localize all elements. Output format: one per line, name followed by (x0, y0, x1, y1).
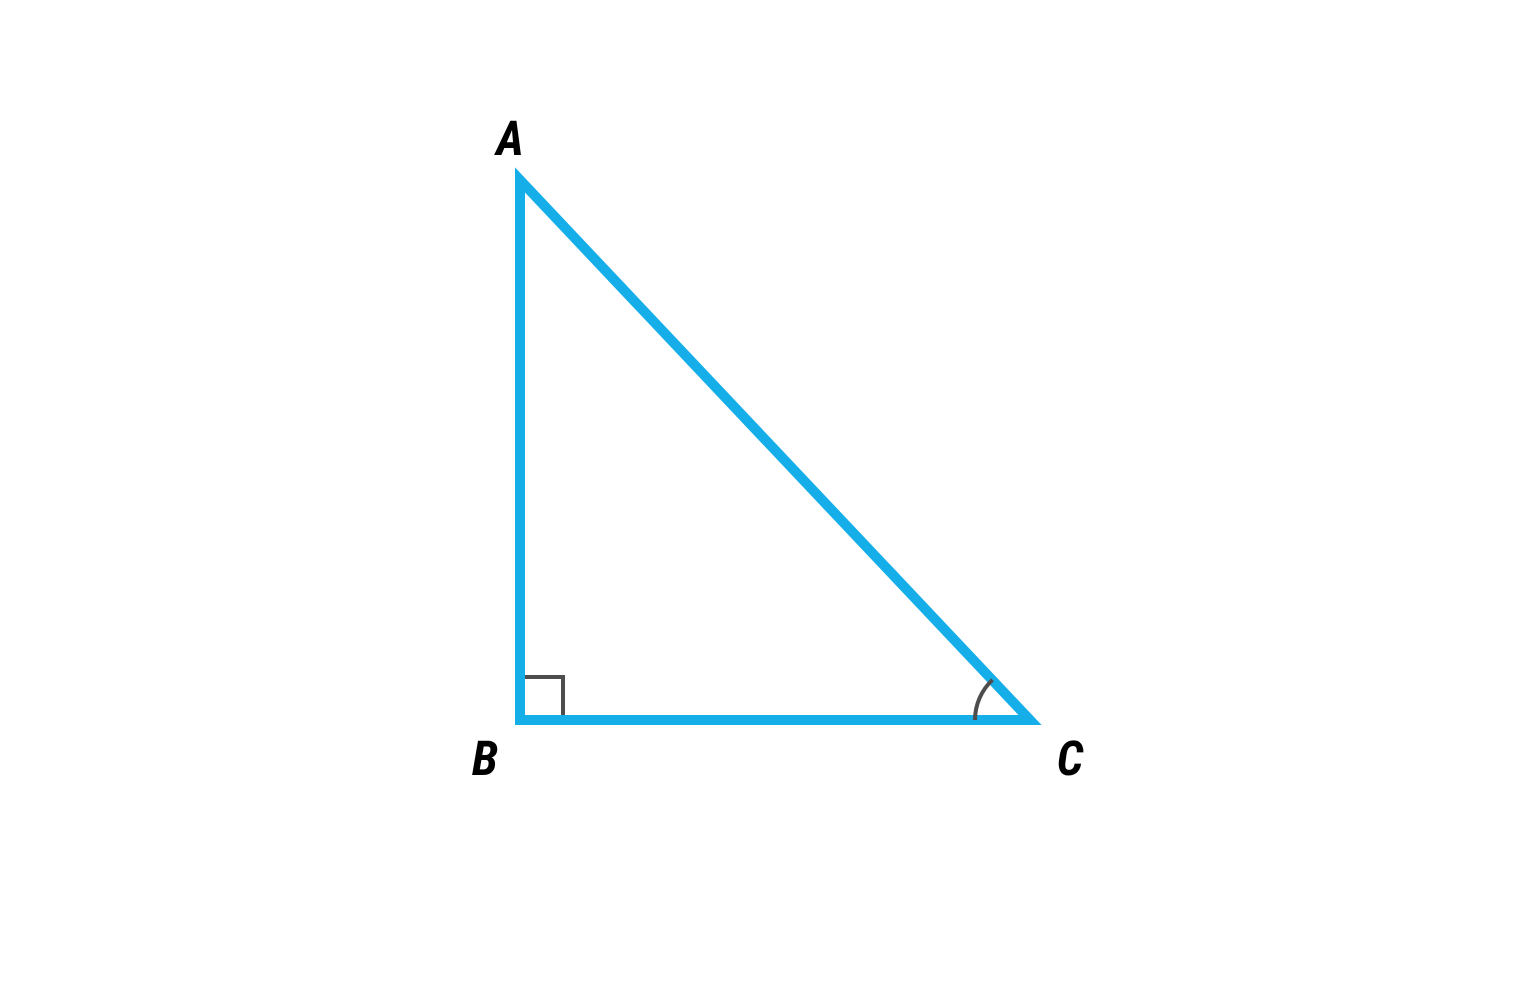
angle-arc-marker (975, 680, 992, 720)
triangle-outline (520, 180, 1030, 720)
vertex-label-a: A (493, 110, 524, 167)
vertex-label-b: B (472, 730, 498, 787)
right-angle-marker (525, 677, 563, 715)
vertex-label-c: C (1057, 730, 1084, 787)
triangle-diagram: A B C (0, 0, 1536, 999)
